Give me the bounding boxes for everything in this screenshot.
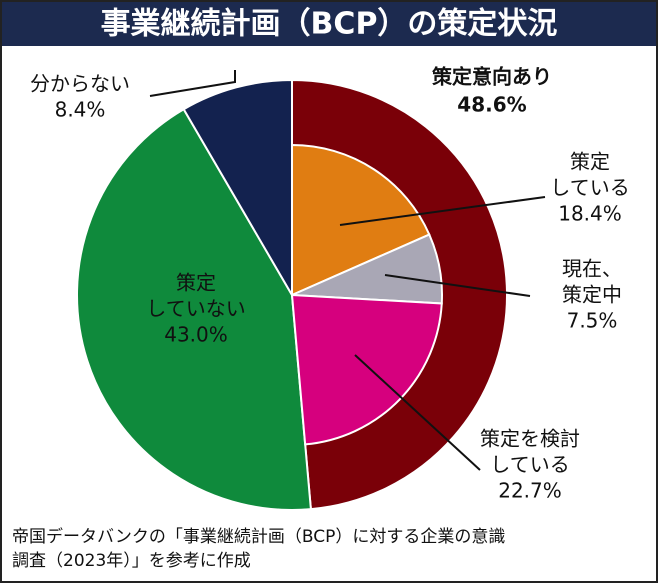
source-note: 調査（2023年）」を参考に作成 — [12, 551, 251, 571]
value-label: 7.5% — [567, 309, 618, 333]
category-label: している — [550, 176, 629, 200]
pie-slice — [76, 107, 312, 511]
pie-slice — [182, 78, 293, 299]
value-label: 8.4% — [55, 98, 106, 122]
leader-line — [384, 274, 531, 297]
pie-slice — [291, 143, 431, 297]
chart-title: 事業継続計画（BCP）の策定状況 — [101, 7, 558, 42]
value-label: 18.4% — [558, 202, 622, 226]
category-label: 策定 — [176, 271, 216, 295]
category-label: 現在、 — [562, 257, 622, 281]
pie — [76, 78, 508, 511]
value-label: 22.7% — [498, 479, 562, 503]
leader-line — [354, 354, 481, 471]
category-label: 策定中 — [562, 283, 622, 307]
category-label: していない — [146, 297, 245, 321]
category-label: 策定を検討 — [480, 427, 580, 451]
source-note: 帝国データバンクの「事業継続計画（BCP）に対する企業の意識 — [12, 526, 505, 547]
category-label: 策定 — [570, 150, 610, 174]
leader-lines — [149, 70, 546, 471]
title-bar — [2, 2, 656, 46]
category-label: 策定意向あり — [432, 65, 552, 89]
category-label: している — [490, 453, 569, 477]
leader-line — [339, 196, 546, 226]
value-label: 48.6% — [457, 93, 526, 117]
pie-slice — [290, 293, 443, 446]
category-label: 分からない — [30, 72, 130, 96]
leader-line — [149, 70, 236, 97]
value-label: 43.0% — [164, 323, 228, 347]
